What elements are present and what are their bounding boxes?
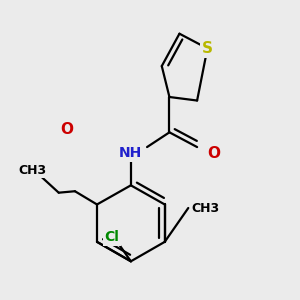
Text: CH3: CH3 [18,164,46,176]
Text: S: S [202,41,213,56]
Text: NH: NH [119,146,142,160]
Text: O: O [207,146,220,161]
Text: Cl: Cl [104,230,119,244]
Text: O: O [60,122,74,137]
Text: CH3: CH3 [191,202,219,215]
